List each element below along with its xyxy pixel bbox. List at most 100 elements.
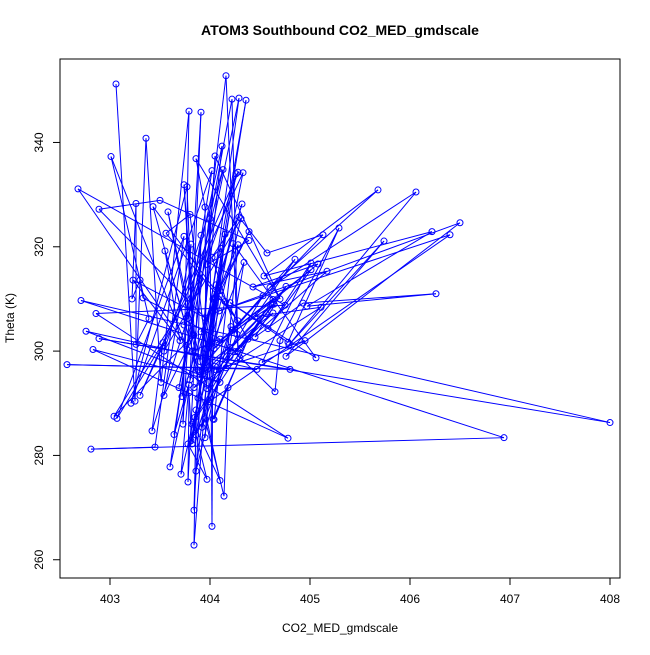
data-point xyxy=(299,299,307,307)
data-point xyxy=(145,315,153,323)
data-point xyxy=(180,181,188,189)
data-point xyxy=(178,392,186,400)
data-point xyxy=(251,313,259,321)
data-point xyxy=(226,352,234,360)
data-point xyxy=(112,80,120,88)
y-tick-label: 320 xyxy=(32,236,46,256)
series-segment xyxy=(287,227,340,343)
data-point xyxy=(192,406,200,414)
data-point xyxy=(500,434,508,442)
data-point xyxy=(175,384,183,392)
data-point xyxy=(185,389,193,397)
data-point xyxy=(92,310,100,318)
data-point xyxy=(335,224,343,232)
data-point xyxy=(217,244,225,252)
data-point xyxy=(251,333,259,341)
series-segment xyxy=(306,293,437,307)
data-point xyxy=(206,215,214,223)
series-segment xyxy=(211,247,222,258)
series-segment xyxy=(269,191,417,288)
series-segment xyxy=(180,384,190,475)
series-segment xyxy=(215,312,274,371)
data-point xyxy=(234,241,242,249)
data-point xyxy=(220,492,228,500)
data-point xyxy=(192,155,200,163)
data-point xyxy=(183,346,191,354)
series-segment xyxy=(229,347,276,393)
data-point xyxy=(205,398,213,406)
y-axis: 260 280 300 320 340 xyxy=(32,132,61,570)
data-point xyxy=(127,399,135,407)
data-point xyxy=(187,240,195,248)
data-point xyxy=(312,354,320,362)
series-segment xyxy=(266,234,324,254)
data-point xyxy=(282,282,290,290)
data-point xyxy=(166,463,174,471)
data-point xyxy=(271,388,279,396)
series-segment xyxy=(116,342,164,419)
series-segment xyxy=(164,250,199,371)
data-point xyxy=(238,200,246,208)
series-segment xyxy=(187,418,206,445)
data-point xyxy=(245,237,253,245)
series-segment xyxy=(92,349,289,439)
data-point xyxy=(253,365,261,373)
data-point xyxy=(159,339,167,347)
data-point xyxy=(139,294,147,302)
data-point xyxy=(222,364,230,372)
data-point xyxy=(212,366,220,374)
series-segment xyxy=(191,338,221,352)
data-point xyxy=(185,107,193,115)
data-point xyxy=(203,261,211,269)
data-point xyxy=(222,72,230,80)
series-segment xyxy=(269,189,379,288)
data-point xyxy=(95,335,103,343)
series-segment xyxy=(261,340,306,364)
series-segment xyxy=(225,244,239,368)
data-point xyxy=(307,266,315,274)
series-segment xyxy=(151,278,201,432)
series-segment xyxy=(254,302,304,338)
data-point xyxy=(87,445,95,453)
data-point xyxy=(184,478,192,486)
data-point xyxy=(201,434,209,442)
series-segment xyxy=(231,269,312,331)
data-point xyxy=(177,470,185,478)
series-segment xyxy=(213,243,234,420)
y-tick-label: 300 xyxy=(32,341,46,361)
data-point xyxy=(221,230,229,238)
data-point xyxy=(74,185,82,193)
data-point xyxy=(198,423,206,431)
data-point xyxy=(234,168,242,176)
x-tick-label: 404 xyxy=(200,592,220,606)
data-point xyxy=(314,260,322,268)
series-segment xyxy=(164,250,181,341)
series-segment xyxy=(288,191,417,346)
data-point xyxy=(188,420,196,428)
data-point xyxy=(151,443,159,451)
data-point xyxy=(170,431,178,439)
series-segment xyxy=(285,240,385,357)
x-tick-label: 403 xyxy=(100,592,120,606)
series-segment xyxy=(206,303,275,389)
data-point xyxy=(269,309,277,317)
data-point xyxy=(157,378,165,386)
data-point xyxy=(189,419,197,427)
data-point xyxy=(77,297,85,305)
series-segment xyxy=(267,269,312,329)
data-point xyxy=(228,326,236,334)
y-tick-label: 340 xyxy=(32,132,46,152)
data-point xyxy=(412,188,420,196)
data-point xyxy=(233,330,241,338)
data-point xyxy=(201,314,209,322)
data-point xyxy=(317,303,325,311)
data-point xyxy=(380,237,388,245)
data-point xyxy=(131,397,139,405)
y-tick-label: 280 xyxy=(32,445,46,465)
data-point xyxy=(208,522,216,530)
series-segment xyxy=(92,349,221,383)
data-point xyxy=(196,358,204,366)
series-segment xyxy=(208,234,451,403)
data-point xyxy=(63,361,71,369)
series-segment xyxy=(261,262,312,363)
